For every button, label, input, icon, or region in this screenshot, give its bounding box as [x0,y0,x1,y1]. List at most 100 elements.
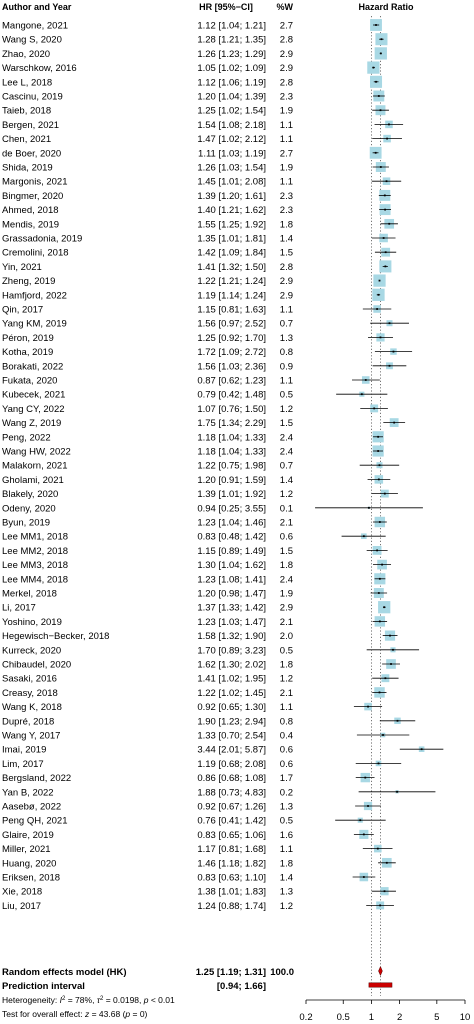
study-weight: 0.5 [280,816,293,827]
study-hr-ci: 1.41 [1.32; 1.50] [197,262,266,273]
study-label: Odeny, 2020 [2,503,56,514]
study-weight: 0.7 [280,461,293,472]
study-point [362,833,365,836]
study-weight: 0.6 [280,745,293,756]
study-hr-ci: 1.23 [1.04; 1.46] [197,518,266,529]
study-label: Lee MM1, 2018 [2,532,68,543]
study-weight: 1.2 [280,901,293,912]
study-label: Mendis, 2019 [2,219,59,230]
study-label: Bergsland, 2022 [2,773,71,784]
study-weight: 1.2 [280,489,293,500]
study-label: Bergen, 2021 [2,120,59,131]
study-weight: 2.9 [280,276,293,287]
study-point [376,847,379,850]
study-hr-ci: 1.72 [1.09; 2.72] [197,347,266,358]
study-point [377,762,380,765]
study-weight: 2.8 [280,35,293,46]
study-hr-ci: 1.19 [0.68; 2.08] [197,759,266,770]
study-hr-ci: 0.94 [0.25; 3.55] [197,503,266,514]
study-label: Aasebø, 2022 [2,802,61,813]
study-point [378,279,381,282]
study-point [360,393,363,396]
study-weight: 0.5 [280,645,293,656]
study-hr-ci: 1.23 [1.08; 1.41] [197,574,266,585]
study-hr-ci: 0.86 [0.68; 1.08] [197,773,266,784]
study-point [367,506,370,509]
study-label: Borakati, 2022 [2,361,63,372]
summary-rows: Random effects model (HK) 1.25 [1.19; 1.… [2,967,294,1019]
summary-diamond [378,965,383,977]
x-tick-label: 0.5 [337,1012,350,1023]
study-point [384,265,387,268]
study-weight: 1.4 [280,873,293,884]
study-weight: 2.8 [280,262,293,273]
study-hr-ci: 1.25 [1.02; 1.54] [197,106,266,117]
study-point [378,620,381,623]
study-point [392,648,394,651]
study-hr-ci: 1.46 [1.18; 1.82] [197,858,266,869]
study-label: Byun, 2019 [2,518,50,529]
study-point [377,450,380,452]
study-hr-ci: 1.22 [1.02; 1.45] [197,688,266,699]
study-label: Zheng, 2019 [2,276,55,287]
study-point [385,180,388,183]
study-label: Gholami, 2021 [2,475,64,486]
study-weight: 0.4 [280,731,293,742]
study-point [396,790,398,793]
study-hr-ci: 1.15 [0.81; 1.63] [197,305,266,316]
study-label: Wang S, 2020 [2,35,62,46]
study-label: Dupré, 2018 [2,716,54,727]
study-label: Lee L, 2018 [2,77,52,88]
study-hr-ci: 1.39 [1.20; 1.61] [197,191,266,202]
study-hr-ci: 1.20 [0.91; 1.59] [197,475,266,486]
study-hr-ci: 1.22 [1.21; 1.24] [197,276,266,287]
study-hr-ci: 1.35 [1.01; 1.81] [197,234,266,245]
study-point [379,109,382,112]
study-point [379,52,382,55]
study-label: Kurreck, 2020 [2,645,61,656]
study-point [379,336,382,339]
study-label: Wang HW, 2022 [2,447,71,458]
study-hr-ci: 1.05 [1.02; 1.09] [197,63,266,74]
study-weight: 1.2 [280,674,293,685]
study-label: Huang, 2020 [2,858,56,869]
study-weight: 2.4 [280,447,293,458]
study-hr-ci: 1.37 [1.33; 1.42] [197,603,266,614]
study-weight: 1.9 [280,106,293,117]
study-label: Grassadonia, 2019 [2,234,82,245]
study-weight: 1.1 [280,120,293,131]
study-point [378,691,381,694]
study-weight: 2.7 [280,148,293,159]
study-hr-ci: 1.56 [1.03; 2.36] [197,361,266,372]
study-weight: 2.8 [280,77,293,88]
study-point [388,322,391,325]
study-label: Qin, 2017 [2,305,43,316]
study-point [364,379,367,381]
study-label: Cremolini, 2018 [2,248,69,259]
study-label: Taieb, 2018 [2,106,51,117]
study-weight: 1.8 [280,219,293,230]
study-point [378,464,381,467]
study-weight: 2.7 [280,21,293,32]
study-weight: 1.3 [280,802,293,813]
study-hr-ci: 1.30 [1.04; 1.62] [197,560,266,571]
study-label: Glaire, 2019 [2,830,54,841]
study-point [367,805,369,807]
study-hr-ci: 1.12 [1.04; 1.21] [197,21,266,32]
study-label: Wang Z, 2019 [2,418,61,429]
study-label: Peng QH, 2021 [2,816,68,827]
header-hr-ci: HR [95%−CI] [199,2,253,12]
study-weight: 1.8 [280,660,293,671]
x-tick-label: 2 [397,1012,402,1023]
study-point [377,435,380,438]
study-label: Péron, 2019 [2,333,54,344]
study-label: Cascinu, 2019 [2,92,63,103]
study-point [359,819,362,822]
study-point [384,677,387,680]
study-weight: 2.9 [280,49,293,60]
study-hr-ci: 1.15 [0.89; 1.49] [197,546,266,557]
study-hr-ci: 1.55 [1.25; 1.92] [197,219,266,230]
study-weight: 0.9 [280,361,293,372]
study-point [389,634,391,637]
